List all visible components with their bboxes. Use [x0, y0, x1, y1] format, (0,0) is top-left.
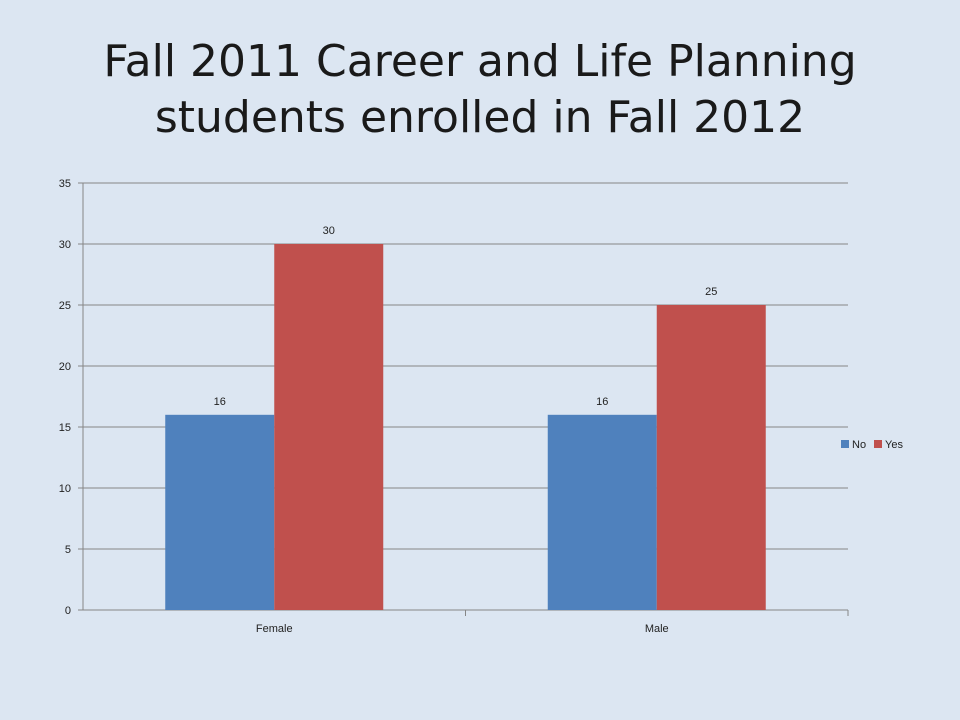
title-line-2: students enrolled in Fall 2012: [154, 92, 806, 143]
legend-swatch-no: [841, 440, 849, 448]
y-tick-label: 20: [59, 361, 71, 373]
y-tick-label: 15: [59, 422, 71, 434]
bar-yes: [274, 244, 384, 610]
bar-yes: [656, 305, 766, 610]
legend-label-yes: Yes: [885, 439, 903, 451]
title-line-1: Fall 2011 Career and Life Planning: [103, 36, 857, 87]
x-tick-label: Female: [256, 623, 293, 635]
y-tick-label: 35: [59, 178, 71, 190]
y-tick-label: 5: [65, 544, 71, 556]
bar-no: [547, 414, 657, 610]
bar-no: [165, 414, 275, 610]
y-tick-label: 10: [59, 483, 71, 495]
data-label: 25: [705, 286, 717, 298]
legend-swatch-yes: [874, 440, 882, 448]
y-tick-label: 0: [65, 605, 71, 617]
y-tick-label: 30: [59, 239, 71, 251]
x-tick-label: Male: [645, 623, 669, 635]
legend-label-no: No: [852, 439, 866, 451]
data-label: 30: [323, 225, 335, 237]
slide-title: Fall 2011 Career and Life Planning stude…: [40, 34, 920, 146]
data-label: 16: [214, 396, 226, 408]
data-label: 16: [596, 396, 608, 408]
y-tick-label: 25: [59, 300, 71, 312]
